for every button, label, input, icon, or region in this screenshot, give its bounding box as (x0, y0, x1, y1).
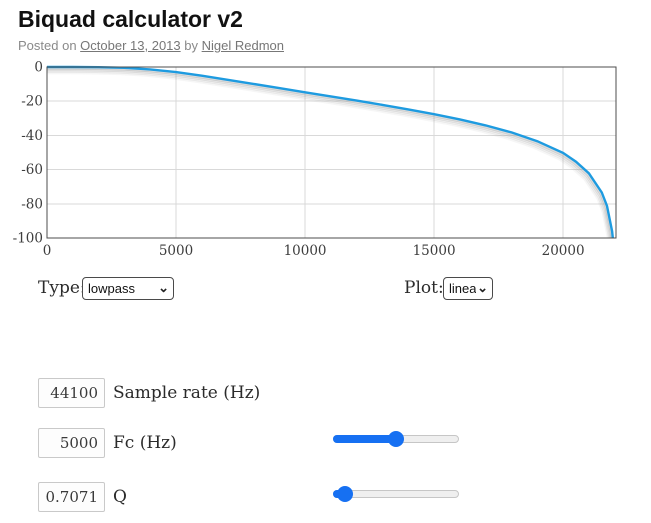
byline-posted-on: Posted on (18, 38, 77, 53)
fc-slider[interactable] (333, 431, 459, 447)
svg-text:20000: 20000 (542, 243, 585, 259)
frequency-response-chart: 0-20-40-60-80-1000 5000 10000 15000 20000 (13, 60, 617, 259)
fc-slider-thumb[interactable] (388, 431, 404, 447)
svg-text:-40: -40 (21, 128, 43, 144)
svg-text:-100: -100 (13, 231, 43, 247)
date-link[interactable]: October 13, 2013 (80, 38, 181, 53)
fc-input[interactable] (38, 428, 105, 458)
svg-text:10000: 10000 (284, 243, 327, 259)
type-select[interactable]: lowpass (82, 277, 174, 300)
svg-text:-20: -20 (21, 94, 43, 110)
author-link[interactable]: Nigel Redmon (201, 38, 284, 53)
page-title: Biquad calculator v2 (18, 6, 243, 32)
plot-select-wrap: linear ⌄ (443, 277, 493, 300)
byline-by: by (184, 38, 198, 53)
svg-text:-80: -80 (21, 196, 43, 212)
type-select-wrap: lowpass ⌄ (82, 277, 174, 300)
svg-text:0: 0 (34, 60, 43, 76)
sample-rate-input[interactable] (38, 378, 105, 408)
svg-text:0: 0 (43, 243, 52, 259)
type-label: Type: (38, 278, 86, 298)
q-label: Q (113, 487, 127, 507)
q-slider[interactable] (333, 486, 459, 502)
fc-label: Fc (Hz) (113, 433, 177, 453)
fc-slider-fill (333, 435, 396, 443)
svg-text:-60: -60 (21, 162, 43, 178)
sample-rate-label: Sample rate (Hz) (113, 383, 261, 403)
byline: Posted on October 13, 2013 by Nigel Redm… (18, 38, 284, 53)
svg-text:5000: 5000 (159, 243, 193, 259)
plot-label: Plot: (404, 278, 444, 298)
q-slider-thumb[interactable] (336, 486, 353, 502)
plot-select[interactable]: linear (443, 277, 493, 300)
q-input[interactable] (38, 482, 105, 512)
svg-text:15000: 15000 (413, 243, 456, 259)
